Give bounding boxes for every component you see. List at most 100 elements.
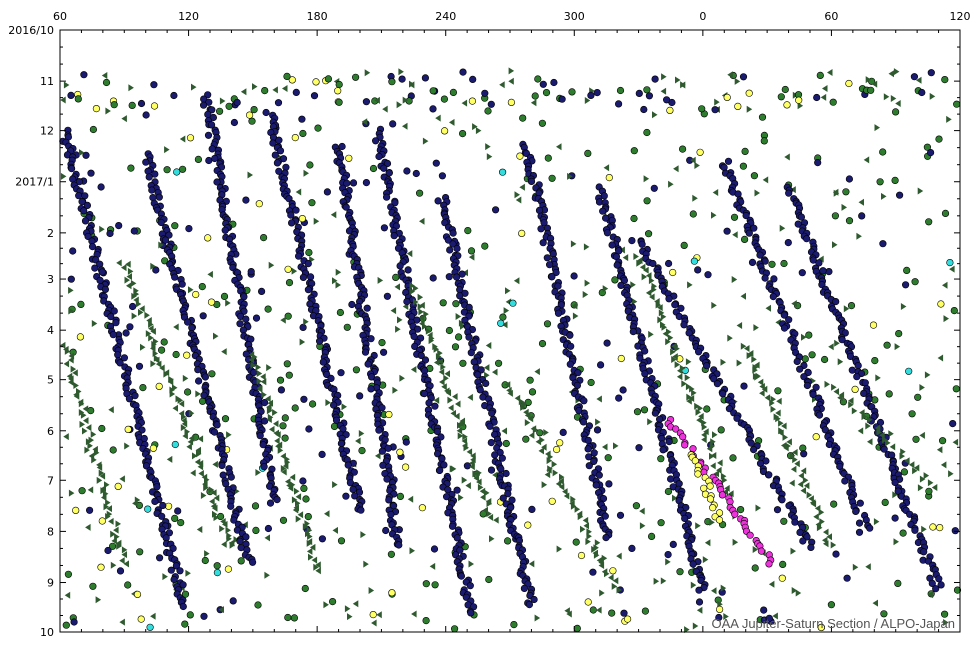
navy-track-point — [260, 463, 268, 471]
navy-point — [550, 78, 558, 87]
green-triangle-track-point — [212, 504, 218, 512]
green-triangle-point — [396, 101, 403, 109]
navy-track-point — [482, 379, 490, 388]
green-triangle-point — [765, 304, 771, 312]
yellow-point — [936, 523, 944, 532]
green-triangle-track-point — [764, 394, 771, 402]
green-triangle-track-point — [445, 389, 451, 397]
green-triangle-track-point — [463, 444, 469, 452]
yellow-point — [778, 574, 786, 582]
green-triangle-point — [105, 107, 111, 115]
green-triangle-point — [936, 446, 943, 454]
navy-track-point — [266, 499, 275, 507]
navy-track-point — [151, 497, 159, 506]
green-triangle-point — [225, 299, 231, 307]
axis-ticks — [59, 29, 961, 633]
green-triangle-point — [291, 267, 298, 275]
green-triangle-point — [595, 418, 601, 426]
green-point — [876, 178, 884, 186]
navy-point — [126, 323, 134, 331]
green-triangle-point — [468, 253, 475, 261]
green-triangle-point — [195, 390, 201, 398]
green-triangle-point — [711, 211, 717, 219]
green-triangle-track-point — [639, 263, 646, 271]
green-triangle-track-point — [710, 452, 717, 459]
green-point — [208, 370, 216, 378]
green-triangle-track-point — [879, 431, 885, 439]
green-triangle-point — [740, 292, 746, 300]
green-triangle-track-point — [439, 378, 445, 386]
green-point — [387, 550, 396, 558]
green-point — [284, 312, 292, 320]
magenta-track-point — [689, 445, 697, 453]
navy-point — [739, 73, 748, 81]
green-triangle-point — [665, 558, 671, 566]
green-triangle-track-point — [701, 431, 707, 439]
navy-point — [152, 266, 160, 274]
green-point — [181, 590, 190, 598]
navy-track-point — [552, 268, 560, 277]
green-triangle-track-point — [450, 409, 456, 417]
green-point — [528, 388, 537, 396]
navy-track-point — [364, 360, 372, 368]
navy-point — [593, 88, 601, 97]
navy-track-point — [725, 405, 734, 413]
green-triangle-track-point — [580, 525, 586, 533]
navy-point — [323, 188, 332, 196]
green-point — [281, 414, 289, 422]
green-triangle-track-point — [257, 385, 263, 393]
green-triangle-track-point — [706, 445, 713, 453]
green-triangle-track-point — [281, 468, 287, 476]
green-triangle-track-point — [413, 284, 419, 292]
green-point — [900, 468, 909, 476]
green-triangle-track-point — [794, 460, 800, 468]
navy-point — [765, 614, 773, 622]
green-triangle-track-point — [775, 409, 781, 417]
navy-point — [85, 506, 94, 514]
green-triangle-track-point — [823, 528, 829, 536]
green-triangle-track-point — [182, 432, 188, 440]
navy-point — [879, 240, 887, 248]
green-triangle-point — [164, 146, 170, 154]
green-point — [871, 357, 879, 365]
y-tick-label: 7 — [47, 474, 54, 487]
green-point — [953, 100, 961, 108]
navy-point — [310, 92, 319, 100]
green-triangle-track-point — [655, 301, 662, 309]
green-triangle-point — [485, 143, 491, 151]
navy-track-point — [804, 368, 812, 377]
green-triangle-track-point — [434, 359, 440, 366]
navy-track-point — [396, 262, 404, 270]
navy-track-point — [242, 315, 250, 323]
green-point — [777, 93, 785, 101]
green-triangle-track-point — [294, 487, 300, 495]
green-point — [698, 105, 706, 113]
green-triangle-track-point — [826, 533, 832, 541]
navy-track-point — [574, 369, 582, 377]
yellow-point — [402, 463, 410, 471]
navy-track-point — [288, 219, 296, 227]
green-triangle-point — [680, 81, 686, 89]
green-triangle-point — [87, 486, 94, 494]
green-point — [77, 300, 85, 309]
green-triangle-point — [499, 81, 505, 89]
green-point — [522, 435, 530, 443]
yellow-point — [609, 567, 617, 575]
navy-track-point — [367, 335, 375, 343]
navy-track-point — [378, 447, 387, 455]
green-triangle-track-point — [504, 381, 511, 389]
navy-point — [362, 98, 371, 106]
navy-point — [645, 92, 654, 100]
green-triangle-point — [347, 613, 353, 621]
green-point — [306, 161, 314, 169]
green-triangle-track-point — [681, 380, 687, 388]
green-triangle-point — [900, 303, 907, 310]
yellow-point — [298, 215, 307, 223]
navy-track-point — [603, 229, 612, 237]
green-triangle-point — [768, 580, 775, 588]
green-point — [300, 484, 308, 493]
navy-point — [528, 505, 536, 514]
navy-point — [949, 420, 957, 428]
yellow-point — [937, 300, 945, 308]
navy-track-point — [158, 512, 166, 520]
